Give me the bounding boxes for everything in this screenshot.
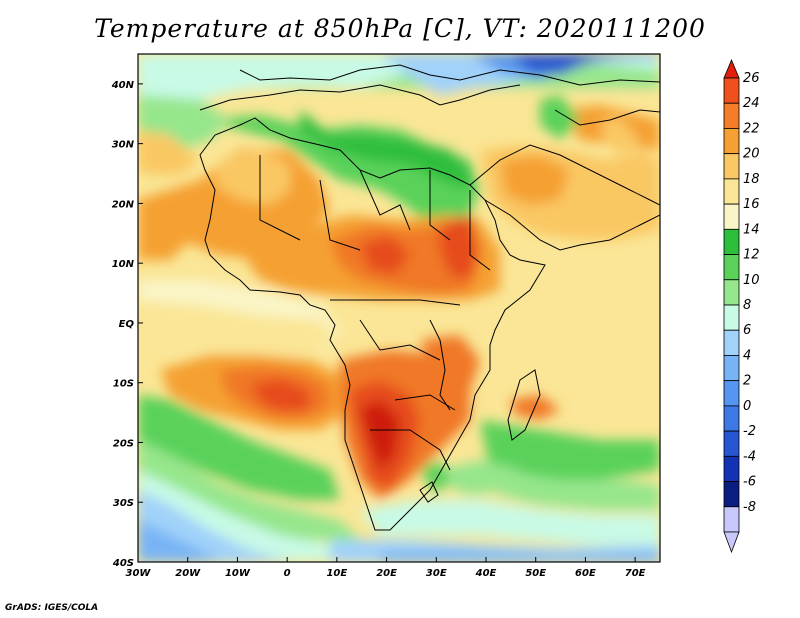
colorbar-label: 0 [743, 399, 751, 414]
colorbar-label: 8 [743, 298, 751, 313]
colorbar-box [723, 254, 740, 281]
colorbar-box [723, 329, 740, 356]
lat-tick-label: 40S [112, 558, 134, 569]
colorbar-label: 2 [743, 374, 751, 389]
colorbar-label: 10 [743, 273, 760, 288]
colorbar-box [723, 455, 740, 482]
colorbar-label: 24 [743, 96, 760, 111]
lon-tick-label: 50E [525, 568, 546, 579]
colorbar-label: 4 [743, 348, 751, 363]
colorbar-label: 20 [743, 147, 760, 162]
lat-tick-label: 30S [113, 498, 134, 509]
colorbar-label: 6 [743, 323, 751, 338]
lat-tick-label: 40N [111, 80, 135, 91]
colorbar-label: 22 [743, 121, 760, 136]
lon-tick-label: 10W [225, 568, 251, 579]
lat-tick-label: 10S [113, 379, 134, 390]
colorbar-box [723, 481, 740, 508]
lon-tick-label: 40E [475, 568, 497, 579]
lat-tick-label: 10N [112, 259, 135, 270]
lat-tick-label: 20N [112, 199, 135, 210]
lon-tick-label: 70E [625, 568, 646, 579]
coastline-layer [199, 64, 660, 531]
colorbar-label: -4 [743, 449, 756, 464]
colorbar-label: 12 [743, 248, 760, 263]
axis-ticks: 30W 20W 10W 0 10E 20E 30E 40E 50E 60E 70E 40N 30N 20N… [111, 80, 646, 579]
colorbar-box [723, 355, 740, 382]
lon-tick-label: 60E [575, 568, 596, 579]
colorbar-box [723, 304, 740, 331]
colorbar-label: 16 [743, 197, 760, 212]
lon-tick-label: 10E [326, 568, 347, 579]
colorbar-box [723, 430, 740, 457]
lat-tick-label: 20S [113, 438, 134, 449]
colorbar-label: -6 [743, 475, 756, 490]
colorbar-label: -2 [743, 424, 756, 439]
colorbar-box [723, 279, 740, 306]
colorbar-box [723, 405, 740, 432]
lon-tick-label: 20E [376, 568, 397, 579]
colorbar-bottom-triangle [723, 531, 740, 554]
colorbar-label: -8 [743, 500, 756, 515]
temperature-field [138, 54, 660, 562]
colorbar-box [723, 228, 740, 255]
lon-tick-label: 20W [175, 568, 201, 579]
colorbar-box [723, 102, 740, 129]
lon-tick-label: 30E [426, 568, 447, 579]
colorbar-top-triangle [723, 58, 740, 79]
colorbar-label: 18 [743, 172, 760, 187]
lat-tick-label: EQ [119, 319, 135, 330]
credit-label: GrADS: IGES/COLA [5, 603, 99, 613]
colorbar-box [723, 506, 740, 533]
colorbar-label: 26 [743, 71, 760, 86]
plot-frame [137, 53, 661, 563]
colorbar-box [723, 380, 740, 407]
lon-tick-label: 0 [284, 568, 291, 579]
colorbar-label: 14 [743, 222, 760, 237]
colorbar-box [723, 128, 740, 155]
chart-title: Temperature at 850hPa [C], VT: 202011120… [94, 14, 706, 43]
lat-tick-label: 30N [112, 140, 135, 151]
colorbar-box [723, 178, 740, 205]
colorbar-box [723, 203, 740, 230]
colorbar-box [723, 77, 740, 104]
colorbar-box [723, 153, 740, 180]
lon-tick-label: 30W [126, 568, 152, 579]
